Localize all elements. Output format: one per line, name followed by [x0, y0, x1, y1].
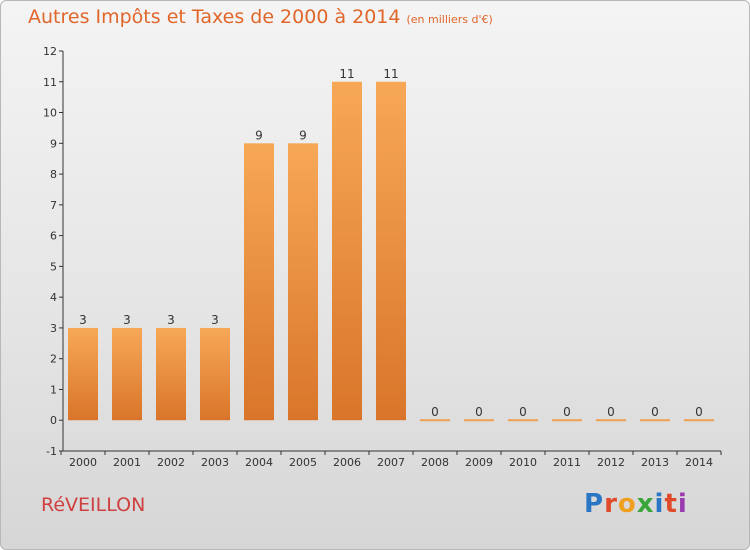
x-tick-label: 2014	[685, 456, 713, 469]
y-tick-label: 11	[43, 76, 57, 89]
bar-value-label: 0	[651, 405, 659, 419]
bar	[244, 143, 274, 421]
y-tick-label: 10	[43, 107, 57, 120]
x-tick-label: 2010	[509, 456, 537, 469]
bar-value-label: 0	[519, 405, 527, 419]
y-tick-label: 2	[50, 353, 57, 366]
bar-value-label: 3	[79, 313, 87, 327]
bar	[156, 327, 186, 421]
bar	[684, 419, 714, 422]
bar	[508, 419, 538, 422]
y-tick-label: -1	[46, 445, 57, 458]
bar	[376, 81, 406, 421]
bar	[288, 143, 318, 421]
x-tick-label: 2008	[421, 456, 449, 469]
y-tick-label: 0	[50, 414, 57, 427]
bar-value-label: 9	[255, 128, 263, 142]
bar-value-label: 0	[563, 405, 571, 419]
bar	[464, 419, 494, 422]
bar-value-label: 3	[211, 313, 219, 327]
x-tick-label: 2013	[641, 456, 669, 469]
y-tick-label: 1	[50, 383, 57, 396]
x-tick-label: 2001	[113, 456, 141, 469]
x-tick-label: 2009	[465, 456, 493, 469]
y-tick-label: 7	[50, 199, 57, 212]
x-tick-label: 2012	[597, 456, 625, 469]
y-tick-label: 12	[43, 45, 57, 58]
x-tick-label: 2005	[289, 456, 317, 469]
x-tick-label: 2007	[377, 456, 405, 469]
bar	[200, 327, 230, 421]
chart-title: Autres Impôts et Taxes de 2000 à 2014 (en…	[28, 6, 493, 28]
bar-value-label: 0	[607, 405, 615, 419]
x-tick-label: 2004	[245, 456, 273, 469]
chart-title-text: Autres Impôts et Taxes de 2000 à 2014	[28, 6, 401, 28]
x-tick-label: 2000	[69, 456, 97, 469]
proxiti-logo: Proxiti	[584, 489, 688, 519]
bar	[640, 419, 670, 422]
bar-value-label: 11	[339, 67, 354, 81]
bar-value-label: 3	[167, 313, 175, 327]
bar	[420, 419, 450, 422]
bar	[552, 419, 582, 422]
x-tick-label: 2011	[553, 456, 581, 469]
value-labels: 3 3 3 3 9 9 11 11 0 0 0 0 0 0 0	[79, 67, 703, 419]
bar-value-label: 9	[299, 128, 307, 142]
bar	[112, 327, 142, 421]
y-tick-label: 8	[50, 168, 57, 181]
bar-value-label: 3	[123, 313, 131, 327]
chart-unit-text: (en milliers d'€)	[406, 13, 493, 26]
bars	[68, 81, 714, 422]
bar	[68, 327, 98, 421]
bar	[596, 419, 626, 422]
y-tick-label: 3	[50, 322, 57, 335]
y-tick-label: 5	[50, 260, 57, 273]
x-tick-label: 2003	[201, 456, 229, 469]
y-tick-label: 4	[50, 291, 57, 304]
y-tick-label: 6	[50, 230, 57, 243]
bar-value-label: 0	[695, 405, 703, 419]
y-tick-label: 9	[50, 137, 57, 150]
bar-value-label: 0	[475, 405, 483, 419]
bar-value-label: 11	[383, 67, 398, 81]
bar	[332, 81, 362, 421]
commune-name: RéVEILLON	[41, 494, 146, 516]
bar-value-label: 0	[431, 405, 439, 419]
x-tick-label: 2002	[157, 456, 185, 469]
x-tick-label: 2006	[333, 456, 361, 469]
